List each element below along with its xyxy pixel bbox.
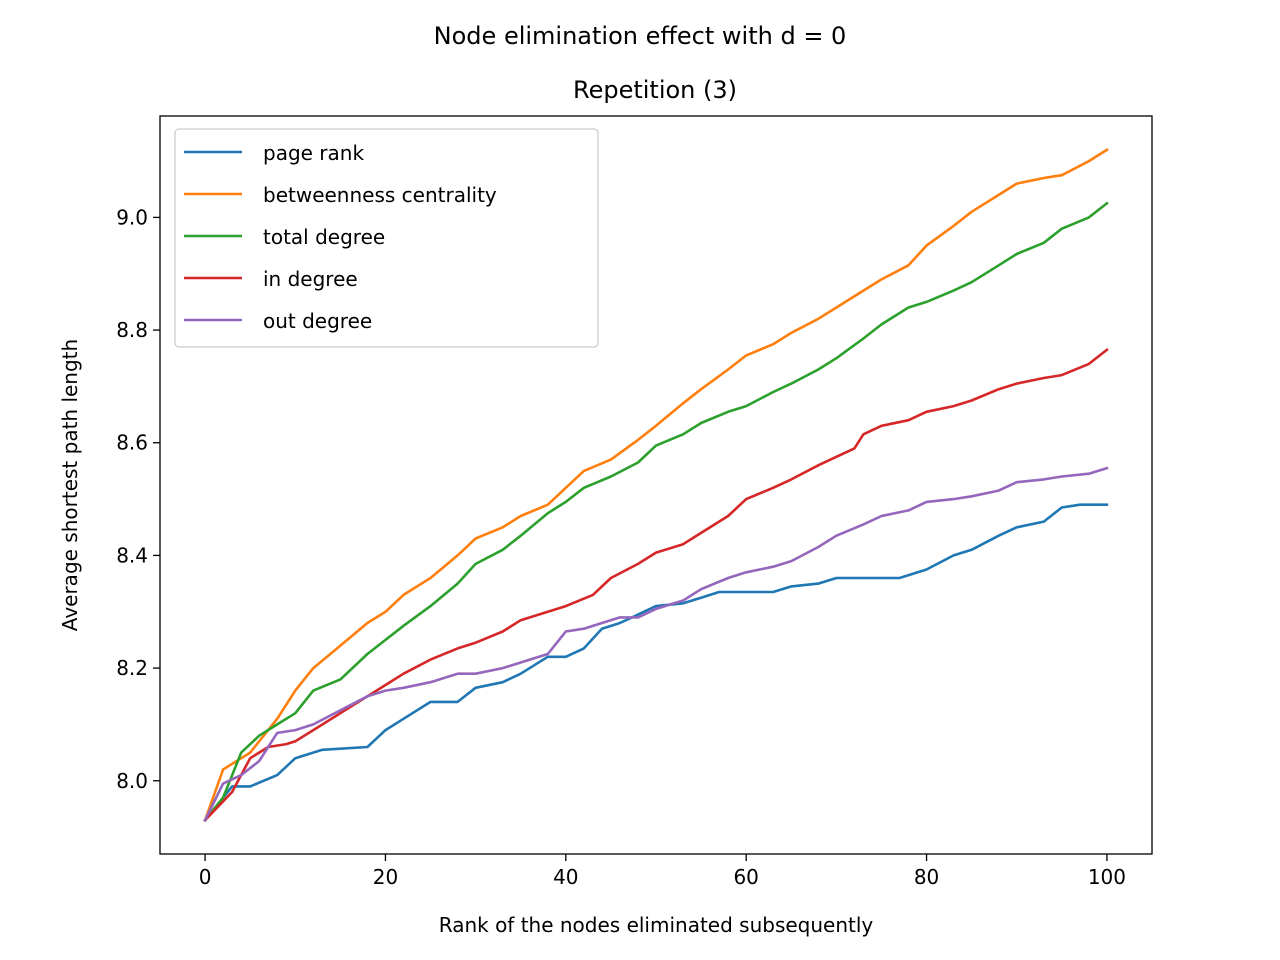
- y-axis: 8.0 8.2 8.4 8.6 8.8 9.0: [116, 205, 160, 793]
- x-axis: 0 20 40 60 80 100: [199, 854, 1126, 889]
- y-tick-label: 8.0: [116, 769, 148, 793]
- chart-suptitle: Node elimination effect with d = 0: [434, 22, 847, 50]
- legend-box: [174, 128, 599, 348]
- x-tick-label: 80: [914, 865, 939, 889]
- x-tick-label: 0: [199, 865, 212, 889]
- legend: page rank betweenness centrality total deg…: [174, 128, 599, 348]
- y-tick-label: 8.2: [116, 656, 148, 680]
- y-tick-label: 8.4: [116, 543, 148, 567]
- series-line-total-degree: [203, 201, 1109, 823]
- series-line-out-degree: [203, 466, 1109, 822]
- x-tick-label: 100: [1088, 865, 1126, 889]
- series-line-in-degree: [203, 347, 1109, 823]
- series-line-page-rank: [203, 503, 1109, 823]
- legend-label: total degree: [263, 225, 385, 249]
- x-tick-label: 20: [373, 865, 398, 889]
- series-line-betweenness-centrality: [203, 148, 1109, 822]
- legend-label: out degree: [263, 309, 372, 333]
- chart-title: Repetition (3): [573, 76, 737, 104]
- axes-frame: [159, 115, 1153, 855]
- legend-label: in degree: [263, 267, 358, 291]
- series-layer: [203, 148, 1109, 823]
- plot-area: [159, 115, 1153, 855]
- legend-label: page rank: [263, 141, 364, 165]
- y-tick-label: 8.8: [116, 318, 148, 342]
- legend-label: betweenness centrality: [263, 183, 497, 207]
- y-axis-label: Average shortest path length: [58, 339, 82, 631]
- y-tick-label: 9.0: [116, 205, 148, 229]
- x-tick-label: 60: [733, 865, 758, 889]
- x-axis-label: Rank of the nodes eliminated subsequentl…: [439, 913, 874, 937]
- x-tick-label: 40: [553, 865, 578, 889]
- y-tick-label: 8.6: [116, 431, 148, 455]
